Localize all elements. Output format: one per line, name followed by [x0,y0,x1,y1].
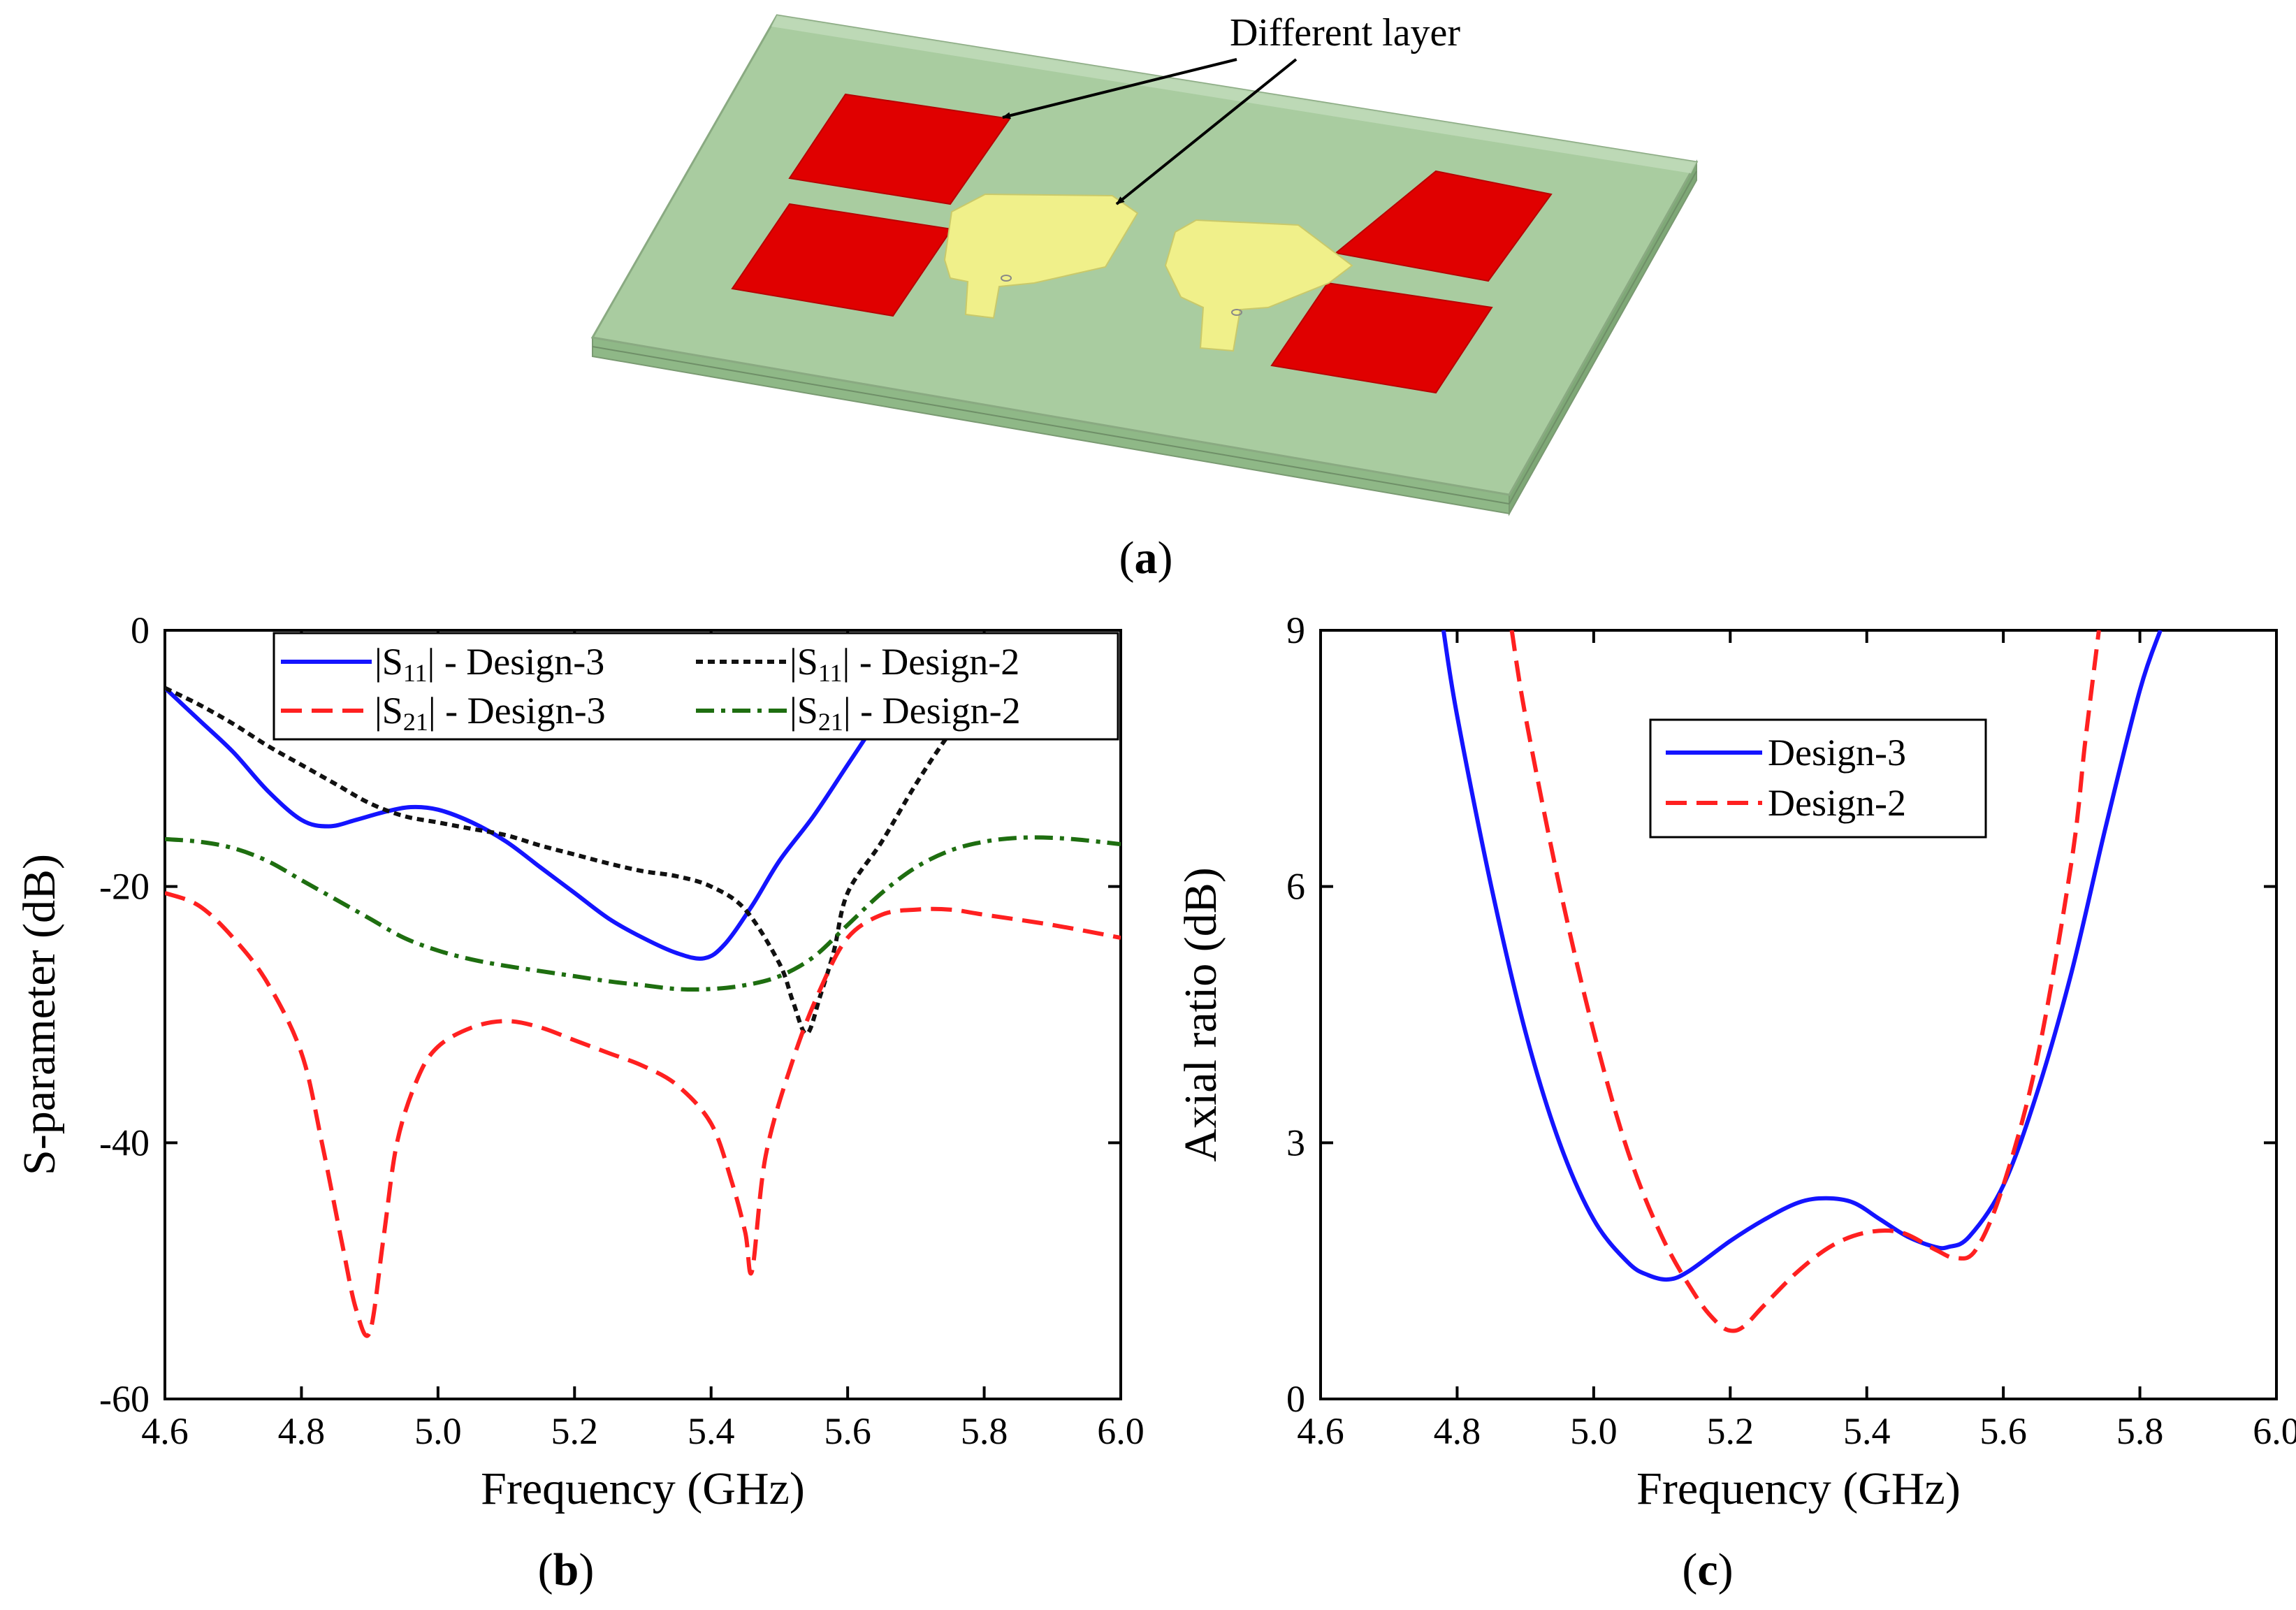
x-tick-label: 5.4 [688,1410,735,1452]
legend-box [273,632,1119,741]
axis-ticks: 4.6 4.8 5.0 5.2 5.4 5.6 5.8 6.0 0 3 6 9 [1286,609,2296,1452]
y-tick-label: -20 [99,866,150,908]
x-tick-label: 5.8 [2116,1410,2164,1452]
x-tick-label: 5.2 [551,1410,599,1452]
legend-label-s21-d2: |S21| - Design-2 [790,690,1021,736]
x-tick-label: 5.8 [961,1410,1008,1452]
legend-label-s11-d2: |S11| - Design-2 [790,641,1019,687]
x-tick-label: 5.4 [1843,1410,1891,1452]
y-tick-label: 6 [1286,866,1305,908]
x-tick-label: 5.2 [1707,1410,1754,1452]
y-tick-label: -40 [99,1122,150,1163]
legend: |S11| - Design-3 |S11| - Design-2 |S21| … [273,632,1119,741]
x-tick-label: 6.0 [2253,1410,2296,1452]
x-tick-label: 4.8 [1434,1410,1481,1452]
x-tick-label: 6.0 [1097,1410,1145,1452]
series-line-design-3 [1441,630,2163,1282]
legend: Design-3 Design-2 [1649,718,1987,839]
annotation-arrow-2 [1115,58,1298,205]
panel-label-b: (b) [538,1544,595,1595]
legend-label-s11-d3: |S11| - Design-3 [375,641,604,687]
x-tick-label: 4.6 [141,1410,189,1452]
panel-label-a: (a) [1119,532,1173,583]
y-axis-title: S-parameter (dB) [14,854,65,1175]
x-tick-label: 5.6 [824,1410,871,1452]
x-axis-title: Frequency (GHz) [481,1463,805,1514]
series-line-s21-design-2 [165,835,1121,992]
annotation-arrow-1 [1002,58,1237,119]
y-axis-title: Axial ratio (dB) [1175,867,1226,1162]
x-axis-title: Frequency (GHz) [1636,1463,1961,1514]
annotation-different-layer: Different layer [1230,11,1460,55]
y-tick-label: -60 [99,1378,150,1420]
legend-box [1649,718,1987,839]
patch-top-left [788,93,1011,205]
panel-label-c: (c) [1682,1544,1733,1595]
y-tick-label: 3 [1286,1122,1305,1163]
axial-ratio-chart: 4.6 4.8 5.0 5.2 5.4 5.6 5.8 6.0 0 3 6 9 Frequency (… [1175,609,2296,1595]
x-tick-label: 4.6 [1297,1410,1344,1452]
feed-patch-left [943,193,1139,319]
s-parameter-chart: 4.6 4.8 5.0 5.2 5.4 5.6 5.8 6.0 0 -20 -40 -60 Frequ… [14,609,1145,1595]
legend-label-design-2: Design-2 [1768,782,1906,824]
x-tick-label: 5.0 [1570,1410,1618,1452]
y-tick-label: 9 [1286,609,1305,651]
feed-patch-right [1164,219,1353,352]
series-line-s21-design-3 [165,890,1121,1338]
x-tick-label: 5.0 [414,1410,462,1452]
y-tick-label: 0 [131,609,150,651]
antenna-illustration: Different layer (a) [590,11,1699,583]
series-line-s11-design-3 [165,674,911,961]
patch-top-right [1334,170,1553,282]
y-tick-label: 0 [1286,1378,1305,1420]
patch-bottom-right [1270,282,1493,394]
legend-label-s21-d3: |S21| - Design-3 [375,690,606,736]
plot-frame [164,629,1122,1400]
series-line-s11-design-2 [165,686,986,1036]
series-layer [1441,630,2163,1333]
plot-frame [1319,629,2278,1400]
series-line-design-2 [1509,630,2101,1333]
legend-label-design-3: Design-3 [1768,732,1906,774]
axis-ticks: 4.6 4.8 5.0 5.2 5.4 5.6 5.8 6.0 0 -20 -40 -60 [99,609,1145,1452]
x-tick-label: 5.6 [1979,1410,2027,1452]
x-tick-label: 4.8 [278,1410,326,1452]
series-layer [165,674,1121,1338]
patch-bottom-left [731,203,953,317]
